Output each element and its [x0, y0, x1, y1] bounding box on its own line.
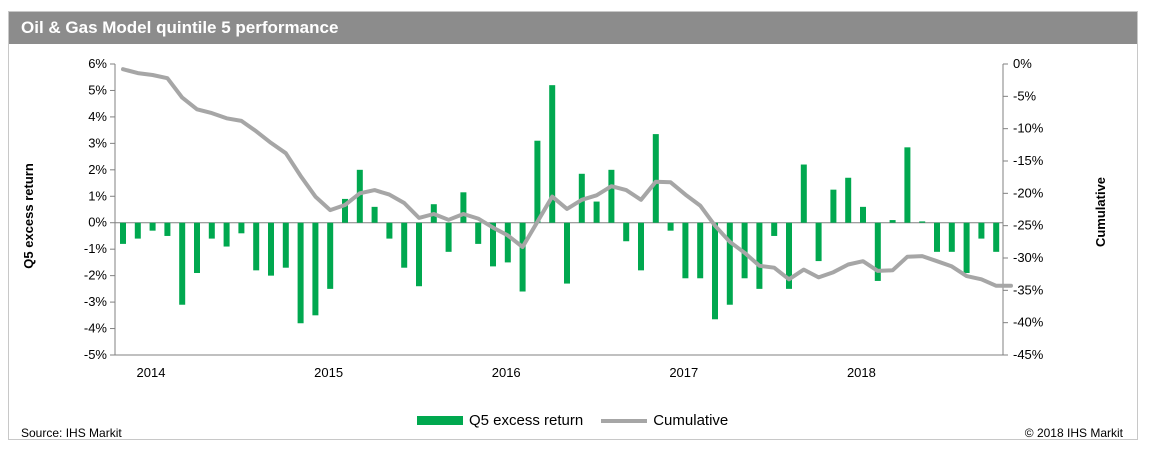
bar — [149, 222, 156, 231]
bar — [475, 222, 482, 244]
left-tick-label: -1% — [84, 241, 108, 256]
legend-bar-swatch — [417, 416, 463, 425]
x-tick-label: 2018 — [847, 365, 876, 380]
bar — [342, 198, 348, 223]
chart-canvas: 6% 5% 4% 3% 2% 1% 0% -1% -2% -3% -4% -5% 0% -5% -10% -1… — [21, 56, 1108, 380]
bar — [386, 222, 393, 239]
right-tick-label: -40% — [1013, 315, 1044, 330]
left-tick-label: 3% — [88, 135, 107, 150]
bar — [208, 222, 215, 239]
bar — [771, 222, 778, 236]
copyright-note: © 2018 IHS Markit — [1024, 426, 1123, 440]
bar — [800, 164, 807, 223]
x-tick-label: 2014 — [137, 365, 166, 380]
bar — [638, 222, 644, 271]
bar — [860, 206, 866, 223]
x-tick-label: 2017 — [669, 365, 698, 380]
left-tick-label: 2% — [88, 162, 107, 177]
bar — [682, 222, 689, 279]
bar — [889, 220, 896, 223]
bar — [608, 169, 615, 223]
chart-title: Oil & Gas Model quintile 5 performance — [9, 12, 1137, 44]
bar — [223, 222, 230, 247]
source-note: Source: IHS Markit — [21, 426, 122, 440]
bar — [667, 222, 674, 231]
bar — [712, 222, 718, 320]
bar — [904, 147, 911, 223]
left-tick-label: 0% — [88, 215, 107, 230]
x-tick-label: 2016 — [492, 365, 521, 380]
bar — [356, 169, 363, 223]
bar — [445, 222, 452, 252]
bar — [401, 222, 408, 268]
cumulative-line — [121, 67, 1013, 288]
bar — [371, 206, 378, 223]
x-tick-label: 2015 — [314, 365, 343, 380]
right-axis-title: Cumulative — [1093, 177, 1108, 247]
bar — [253, 222, 260, 271]
bar — [874, 222, 881, 281]
left-tick-label: -5% — [84, 347, 108, 362]
left-tick-label: 4% — [88, 109, 107, 124]
bar — [549, 85, 556, 223]
bar — [282, 222, 289, 268]
left-tick-label: 5% — [88, 82, 107, 97]
bar — [460, 192, 467, 223]
bar — [726, 222, 733, 305]
left-tick-label: -4% — [84, 321, 108, 336]
left-axis-title: Q5 excess return — [21, 163, 36, 269]
right-tick-label: -15% — [1013, 153, 1044, 168]
right-tick-label: -30% — [1013, 250, 1044, 265]
bar — [564, 222, 570, 284]
bar — [919, 221, 926, 223]
legend-label-cumulative: Cumulative — [653, 412, 729, 429]
bar — [652, 134, 659, 223]
bar — [490, 222, 496, 267]
right-tick-label: -20% — [1013, 185, 1044, 200]
bar — [134, 222, 141, 239]
bar — [120, 222, 126, 244]
right-tick-label: -10% — [1013, 121, 1044, 136]
bar — [948, 222, 955, 252]
legend-label-q5: Q5 excess return — [469, 412, 584, 429]
bar — [786, 222, 792, 289]
left-tick-label: 1% — [88, 188, 107, 203]
bar — [830, 189, 837, 223]
left-tick-label: 6% — [88, 56, 107, 71]
legend: Q5 excess return Cumulative — [417, 412, 728, 429]
bar — [519, 222, 526, 292]
bar — [593, 201, 600, 223]
bar — [623, 222, 630, 242]
bar — [534, 140, 541, 223]
bar — [179, 222, 186, 305]
bar — [297, 222, 304, 324]
bar — [504, 222, 511, 263]
left-tick-label: -3% — [84, 294, 108, 309]
left-tick-label: -2% — [84, 268, 108, 283]
bar — [697, 222, 704, 279]
bar — [756, 222, 763, 289]
bar — [845, 177, 852, 223]
bar — [238, 222, 245, 234]
bar — [978, 222, 985, 239]
bar — [815, 222, 822, 262]
right-tick-label: -25% — [1013, 218, 1044, 233]
bar — [312, 222, 319, 316]
legend-line-swatch — [601, 418, 648, 423]
chart-frame: Oil & Gas Model quintile 5 performance 6… — [8, 11, 1138, 440]
bar — [993, 222, 1000, 252]
bar — [327, 222, 334, 289]
bar — [164, 222, 171, 236]
bar — [934, 222, 940, 252]
bar — [194, 222, 200, 273]
bar — [268, 222, 274, 276]
right-tick-label: -5% — [1013, 88, 1037, 103]
right-tick-label: -35% — [1013, 282, 1044, 297]
bar — [963, 222, 970, 273]
right-tick-label: -45% — [1013, 347, 1044, 362]
right-tick-label: 0% — [1013, 56, 1032, 71]
bar — [416, 222, 422, 287]
